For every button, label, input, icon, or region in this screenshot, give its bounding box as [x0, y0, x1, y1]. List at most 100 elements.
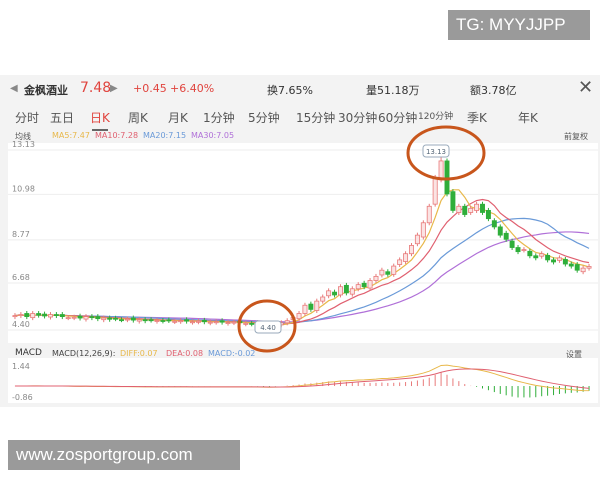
tab-5[interactable]: 1分钟	[203, 111, 235, 125]
candle	[403, 251, 409, 264]
candle-body	[332, 291, 338, 296]
candle-body	[136, 319, 142, 322]
tab-8[interactable]: 30分钟	[338, 111, 378, 125]
candle-body	[462, 205, 468, 215]
candle	[314, 298, 320, 313]
tab-4[interactable]: 月K	[168, 111, 188, 125]
tab-9[interactable]: 60分钟	[378, 111, 418, 125]
y-tick-label: 10.98	[12, 184, 35, 193]
candle	[207, 319, 213, 326]
candle	[148, 317, 154, 323]
tab-6[interactable]: 5分钟	[248, 111, 280, 125]
candle-body	[379, 269, 385, 276]
candle	[379, 267, 385, 278]
candle-body	[343, 284, 349, 294]
highlight-circle-high	[406, 125, 486, 181]
tab-11[interactable]: 季K	[467, 111, 487, 125]
candle	[142, 317, 148, 324]
y-tick-label: 13.13	[12, 140, 35, 149]
candle-body	[468, 207, 474, 213]
close-icon[interactable]: ✕	[578, 77, 594, 98]
macd-label: MACD	[15, 348, 42, 358]
candle-body	[349, 288, 355, 295]
candle	[551, 257, 557, 265]
candle-body	[509, 240, 515, 248]
candle	[101, 315, 107, 323]
candle	[503, 230, 509, 242]
candle	[480, 201, 485, 215]
candle	[302, 302, 308, 316]
candle-body	[24, 313, 30, 317]
candle-body	[71, 316, 77, 319]
tab-3[interactable]: 周K	[128, 111, 148, 125]
candle	[284, 318, 290, 326]
candle	[539, 251, 545, 259]
tab-7[interactable]: 15分钟	[296, 111, 336, 125]
candle-body	[95, 316, 101, 320]
tab-12[interactable]: 年K	[518, 111, 538, 125]
tab-10[interactable]: 120分钟	[418, 112, 454, 122]
candle	[485, 207, 491, 222]
quote-header: ◀ 金枫酒业 7.48 ▶ +0.45 +6.40% 换7.65% 量51.18…	[0, 75, 600, 103]
next-stock-icon[interactable]: ▶	[110, 83, 118, 94]
candle	[326, 288, 332, 299]
candle-body	[296, 313, 302, 320]
watermark-top: TG: MYYJJPP	[448, 10, 590, 40]
candle	[349, 286, 355, 297]
candle-body	[397, 259, 403, 265]
candle	[556, 255, 562, 263]
tab-1[interactable]: 五日	[50, 111, 75, 125]
candle-body	[249, 323, 255, 325]
candle	[308, 301, 314, 312]
candle	[130, 315, 136, 323]
candle	[201, 317, 207, 325]
candle	[385, 269, 391, 277]
watermark-bottom: www.zosportgroup.com	[8, 440, 240, 470]
tab-0[interactable]: 分时	[15, 111, 40, 125]
candle	[568, 261, 574, 269]
candle	[462, 203, 468, 218]
y-tick-label: 8.77	[12, 230, 30, 239]
candle	[83, 314, 89, 322]
candle-body	[580, 267, 586, 273]
candle	[107, 315, 113, 322]
candle	[456, 203, 462, 215]
candle	[89, 314, 95, 321]
candle	[474, 201, 480, 213]
candle-body	[403, 253, 409, 262]
candle-body	[527, 250, 533, 257]
stock-price: 7.48	[80, 80, 112, 96]
candle	[113, 315, 119, 322]
candle	[119, 317, 124, 323]
candle-body	[562, 259, 568, 265]
candle-body	[556, 257, 562, 261]
amount: 额3.78亿	[470, 84, 517, 97]
candle-body	[47, 314, 53, 318]
candle	[59, 312, 65, 320]
high-price-label: 13.13	[426, 148, 446, 156]
candle-body	[326, 290, 332, 297]
adjust-mode-button[interactable]: 前复权	[564, 132, 588, 141]
macd-settings-button[interactable]: 设置	[566, 350, 582, 359]
candle	[450, 189, 456, 213]
candle	[71, 314, 77, 321]
highlight-circle-low	[237, 299, 297, 353]
prev-stock-icon[interactable]: ◀	[10, 83, 18, 94]
candle	[30, 311, 36, 321]
ma20-value: MA20:7.15	[143, 131, 187, 140]
candle	[42, 311, 48, 319]
candle	[586, 264, 592, 271]
candle-body	[539, 253, 545, 257]
tab-2[interactable]: 日K	[90, 111, 110, 131]
candle-body	[178, 320, 184, 323]
ma10-value: MA10:7.28	[95, 131, 139, 140]
candle	[65, 315, 71, 321]
candle-body	[59, 314, 65, 317]
y-tick-label: 6.68	[12, 273, 30, 282]
macd-params: MACD(12,26,9):	[52, 349, 116, 358]
ma5-value: MA5:7.47	[52, 131, 90, 140]
candle-body	[385, 271, 391, 275]
candle	[231, 319, 237, 326]
candle-body	[243, 323, 249, 325]
candle	[172, 318, 178, 324]
